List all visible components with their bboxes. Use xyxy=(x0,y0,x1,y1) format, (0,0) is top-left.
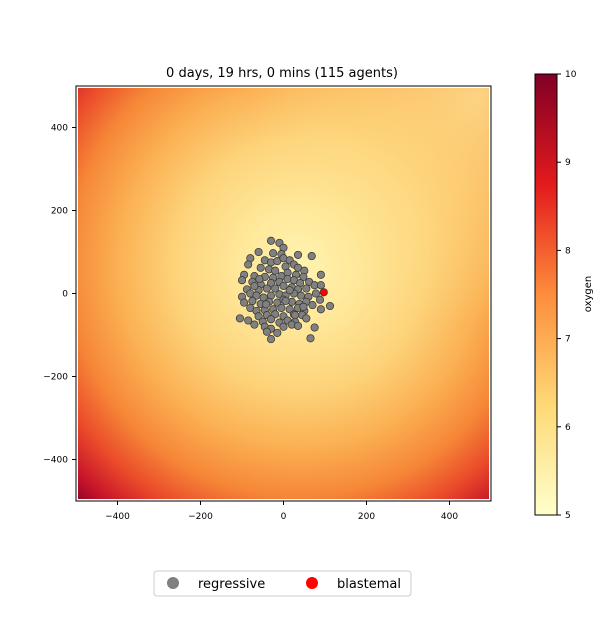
regressive-point xyxy=(299,302,308,311)
regressive-point xyxy=(325,301,335,311)
regressive-point xyxy=(266,315,276,324)
regressive-point xyxy=(248,296,257,306)
regressive-point xyxy=(308,301,317,310)
x-tick-label: 200 xyxy=(358,512,375,522)
scatter-points xyxy=(235,236,335,344)
regressive-point xyxy=(273,328,282,337)
legend-regressive-marker xyxy=(167,577,179,589)
colorbar-tick-label: 7 xyxy=(565,335,571,345)
regressive-point xyxy=(281,296,290,306)
colorbar-label: oxygen xyxy=(583,276,594,312)
regressive-point xyxy=(310,323,319,332)
regressive-point xyxy=(307,252,316,261)
regressive-point xyxy=(306,334,315,343)
regressive-point xyxy=(279,322,288,331)
regressive-point xyxy=(250,281,259,291)
regressive-point xyxy=(316,281,325,290)
colorbar-ticks: 5 6 7 8 9 10 xyxy=(557,70,577,521)
colorbar: 5 6 7 8 9 10 oxygen xyxy=(534,70,594,521)
regressive-point xyxy=(237,276,247,285)
colorbar-tick-label: 5 xyxy=(565,511,571,521)
regressive-point xyxy=(285,286,294,295)
regressive-point xyxy=(291,311,300,320)
x-tick-label: 0 xyxy=(281,512,287,522)
colorbar-gradient xyxy=(534,73,558,516)
regressive-point xyxy=(262,300,271,309)
x-axis: −400 −200 0 200 400 xyxy=(105,501,458,522)
regressive-point xyxy=(262,327,271,336)
regressive-point xyxy=(311,289,320,298)
regressive-point xyxy=(269,249,278,258)
legend-regressive-label: regressive xyxy=(198,577,265,592)
y-axis: −400 −200 0 200 400 xyxy=(43,124,76,466)
regressive-point xyxy=(256,263,265,272)
x-tick-label: −400 xyxy=(105,512,130,522)
regressive-point xyxy=(254,247,263,257)
plot-area: −400 −200 0 200 400 −400 −200 0 200 400 xyxy=(43,85,492,522)
regressive-point xyxy=(271,266,280,275)
legend: regressive blastemal xyxy=(153,570,412,597)
regressive-point xyxy=(302,314,311,323)
regressive-point xyxy=(316,270,325,279)
y-tick-label: −200 xyxy=(43,373,68,383)
colorbar-tick-label: 6 xyxy=(565,423,571,433)
regressive-point xyxy=(277,303,286,313)
regressive-point xyxy=(316,305,325,314)
regressive-point xyxy=(254,312,263,321)
regressive-point xyxy=(293,250,303,259)
regressive-point xyxy=(255,274,264,284)
regressive-point xyxy=(299,272,308,281)
regressive-point xyxy=(266,279,276,288)
chart-title: 0 days, 19 hrs, 0 mins (115 agents) xyxy=(166,66,398,81)
colorbar-tick-label: 10 xyxy=(565,70,577,80)
regressive-point xyxy=(240,298,249,307)
regressive-point xyxy=(266,335,276,344)
regressive-point xyxy=(302,284,311,293)
y-tick-label: 400 xyxy=(51,124,68,134)
y-tick-label: 200 xyxy=(51,207,68,217)
regressive-point xyxy=(293,321,303,330)
x-tick-label: −200 xyxy=(188,512,213,522)
regressive-point xyxy=(315,295,325,304)
y-tick-label: 0 xyxy=(62,290,68,300)
regressive-point xyxy=(244,316,253,325)
regressive-point xyxy=(266,236,276,245)
colorbar-tick-label: 8 xyxy=(565,246,571,256)
x-tick-label: 400 xyxy=(441,512,458,522)
blastemal-point xyxy=(319,288,328,297)
regressive-point xyxy=(235,314,244,323)
regressive-point xyxy=(244,260,253,269)
y-tick-label: −400 xyxy=(43,456,68,466)
colorbar-tick-label: 9 xyxy=(565,158,571,168)
regressive-point xyxy=(279,281,288,291)
regressive-point xyxy=(271,284,280,293)
regressive-point xyxy=(262,284,271,293)
legend-blastemal-marker xyxy=(306,577,318,589)
regressive-point xyxy=(250,320,259,329)
regressive-point xyxy=(296,291,305,300)
legend-box xyxy=(153,570,412,597)
legend-blastemal-label: blastemal xyxy=(337,577,401,592)
